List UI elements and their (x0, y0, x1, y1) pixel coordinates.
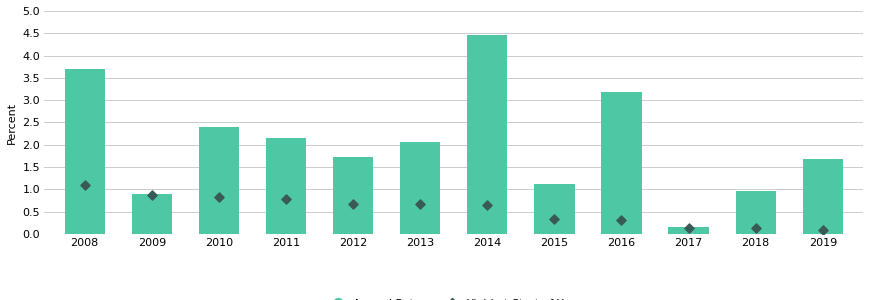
Bar (333, 157, 373, 234)
Bar (400, 142, 440, 234)
Point (212, 195, 226, 200)
Bar (600, 92, 640, 234)
Bar (467, 35, 507, 234)
Bar (734, 191, 775, 234)
Bar (131, 194, 172, 234)
Legend: Annual Return, Yield at Start of Year: Annual Return, Yield at Start of Year (322, 294, 584, 300)
Point (346, 201, 360, 206)
Bar (667, 227, 708, 234)
Point (413, 201, 427, 206)
Point (144, 193, 158, 198)
Point (614, 217, 627, 222)
Point (748, 226, 762, 231)
Point (279, 197, 293, 202)
Y-axis label: Percent: Percent (7, 101, 17, 143)
Point (680, 226, 694, 231)
Point (480, 202, 494, 207)
Bar (802, 159, 842, 234)
Point (77, 182, 91, 187)
Bar (534, 184, 574, 234)
Bar (64, 69, 104, 234)
Bar (266, 138, 306, 234)
Point (547, 217, 561, 222)
Bar (198, 127, 239, 234)
Point (815, 227, 829, 232)
